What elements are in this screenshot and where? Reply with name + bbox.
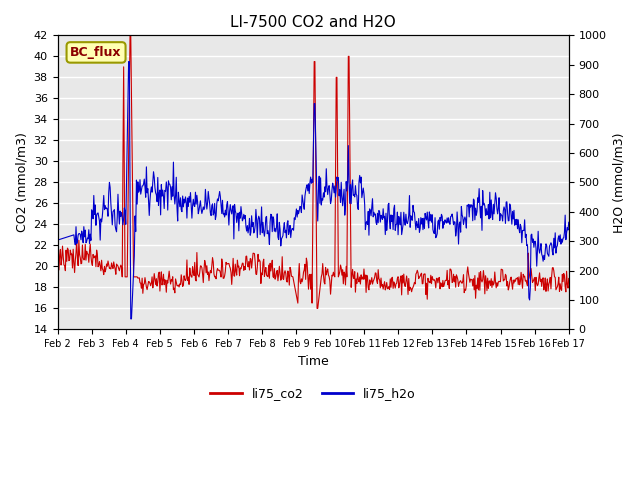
li75_h2o [63, 234, 70, 240]
li75_h2o [127, 316, 134, 322]
li75_h2o [376, 219, 384, 225]
Text: BC_flux: BC_flux [70, 46, 122, 59]
Line: li75_co2: li75_co2 [58, 36, 569, 308]
Y-axis label: H2O (mmol/m3): H2O (mmol/m3) [612, 132, 625, 233]
li75_h2o [54, 237, 61, 243]
li75_co2 [392, 285, 399, 291]
Title: LI-7500 CO2 and H2O: LI-7500 CO2 and H2O [230, 15, 396, 30]
Line: li75_h2o: li75_h2o [58, 61, 569, 319]
li75_co2 [565, 276, 573, 281]
Y-axis label: CO2 (mmol/m3): CO2 (mmol/m3) [15, 132, 28, 232]
li75_h2o [392, 228, 399, 233]
li75_co2 [376, 285, 384, 291]
li75_co2 [313, 305, 321, 311]
li75_co2 [126, 33, 134, 38]
li75_co2 [63, 258, 70, 264]
li75_h2o [169, 193, 177, 199]
X-axis label: Time: Time [298, 355, 328, 368]
li75_co2 [54, 267, 61, 273]
li75_h2o [125, 59, 132, 64]
li75_h2o [116, 221, 124, 227]
li75_co2 [116, 268, 124, 274]
Legend: li75_co2, li75_h2o: li75_co2, li75_h2o [205, 383, 421, 406]
li75_h2o [565, 219, 573, 225]
li75_co2 [195, 274, 203, 280]
li75_h2o [196, 203, 204, 208]
li75_co2 [168, 278, 176, 284]
